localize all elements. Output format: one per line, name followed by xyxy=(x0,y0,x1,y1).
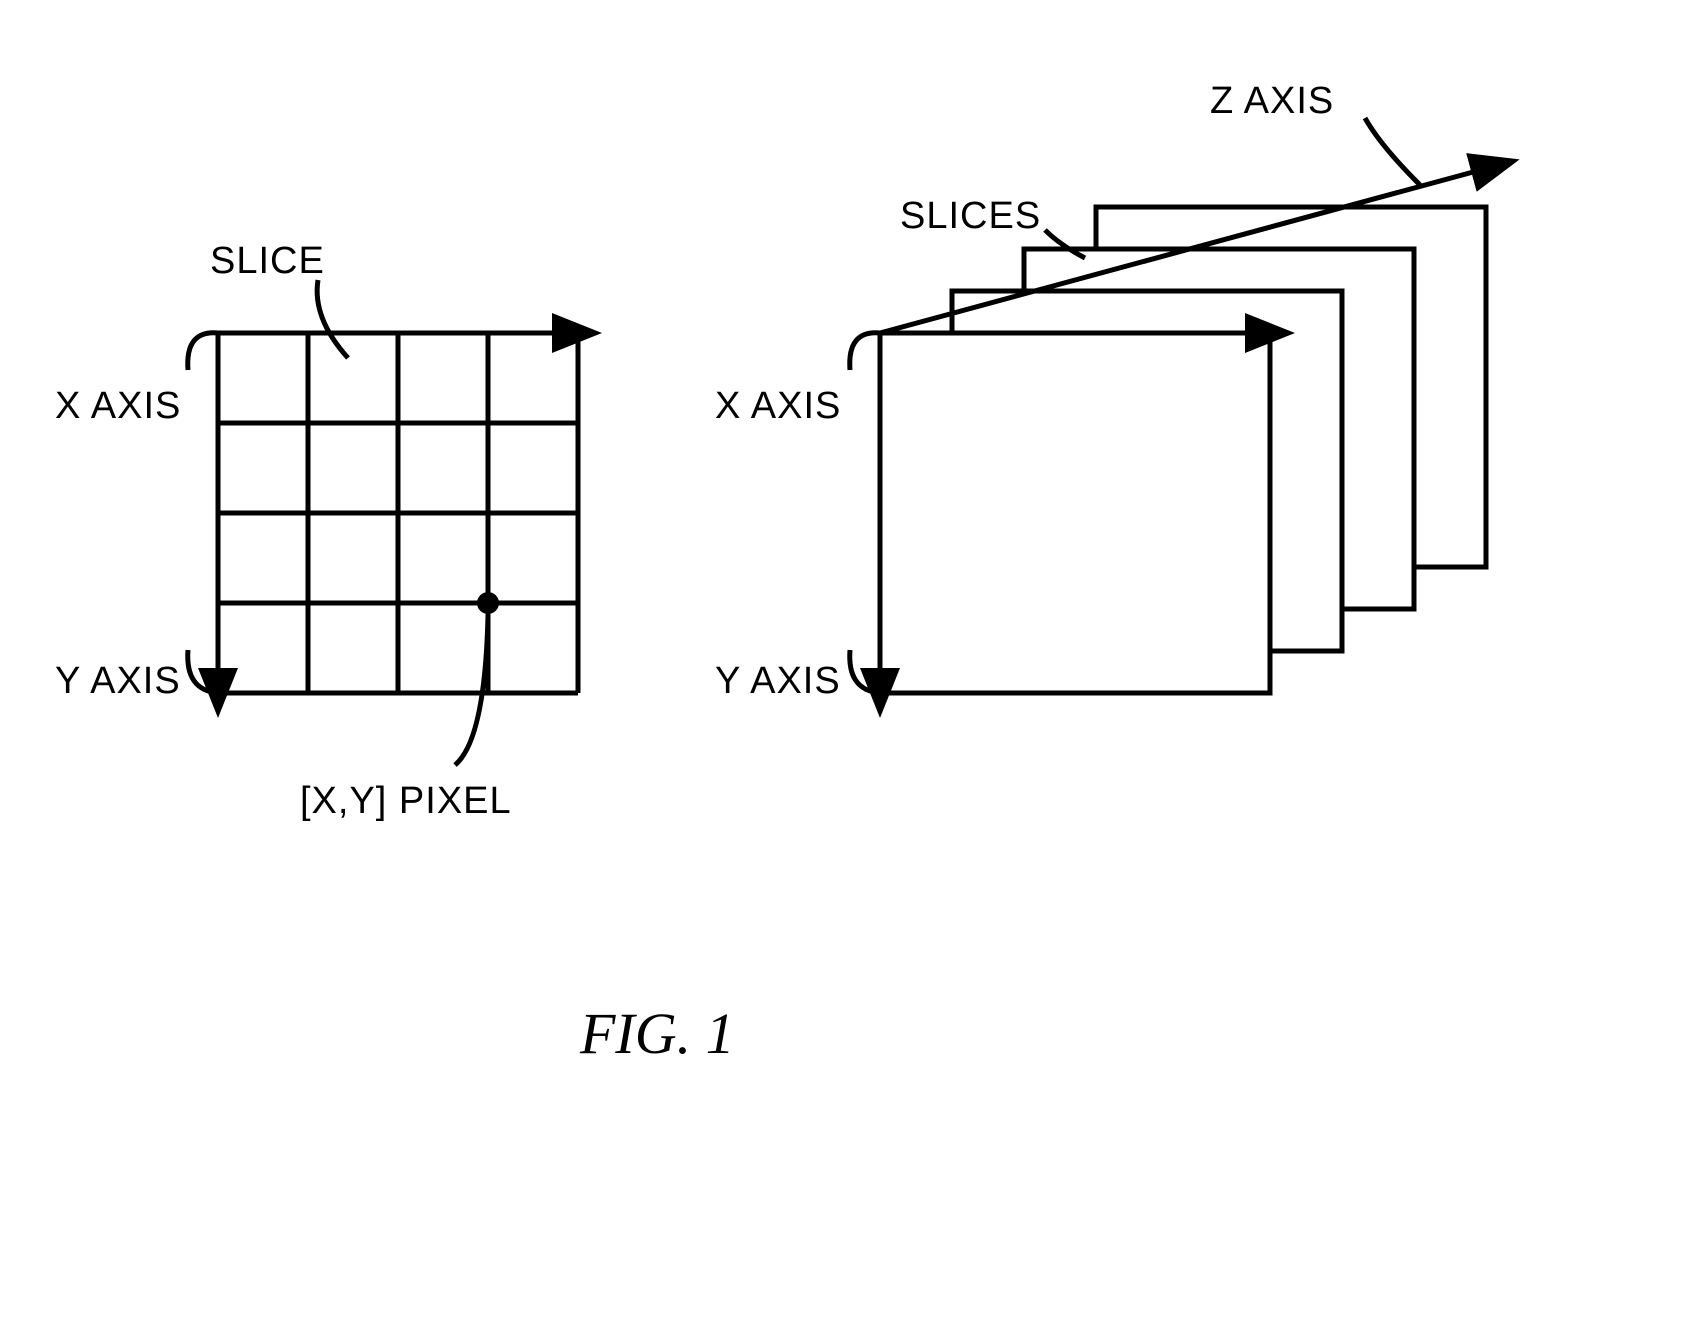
pixel-dot xyxy=(477,592,499,614)
diagram-svg xyxy=(0,0,1699,1328)
left-grid xyxy=(188,280,592,765)
label-x-axis-right: X AXIS xyxy=(715,385,841,428)
label-slices: SLICES xyxy=(900,195,1041,238)
label-z-axis: Z AXIS xyxy=(1210,80,1334,123)
figure-title: FIG. 1 xyxy=(580,1000,735,1067)
label-y-axis-right: Y AXIS xyxy=(715,660,841,703)
label-slice: SLICE xyxy=(210,240,325,283)
label-y-axis-left: Y AXIS xyxy=(55,660,181,703)
label-x-axis-left: X AXIS xyxy=(55,385,181,428)
label-pixel: [X,Y] PIXEL xyxy=(300,780,512,823)
